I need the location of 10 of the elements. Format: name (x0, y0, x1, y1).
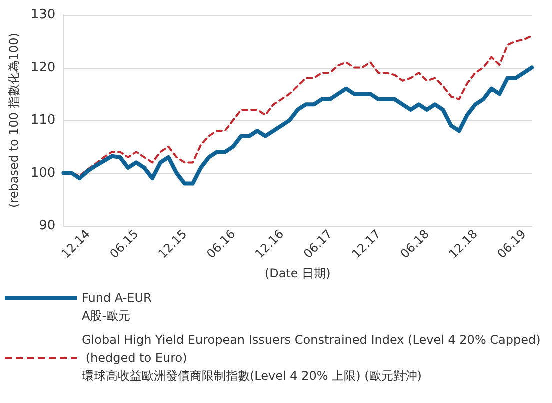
x-axis-title: (Date 日期) (264, 266, 331, 281)
legend-label: Fund A-EUR A股-歐元 (82, 291, 152, 323)
y-tick-label: 90 (39, 218, 56, 234)
y-tick-label: 130 (30, 8, 56, 22)
legend-label: Global High Yield European Issuers Constrained Index (Level 4 20% Capped) (hedged to Euro) 環球高收益歐洲發債商限制指數(Level 4 20% 上限) (歐元對沖) (82, 333, 541, 383)
y-tick-label: 110 (30, 113, 56, 128)
y-tick-label: 100 (30, 166, 56, 181)
line-series (62, 66, 534, 186)
y-axis-title: (rebased to 100 指數化為100) (7, 33, 21, 208)
y-tick-label: 120 (30, 60, 56, 76)
